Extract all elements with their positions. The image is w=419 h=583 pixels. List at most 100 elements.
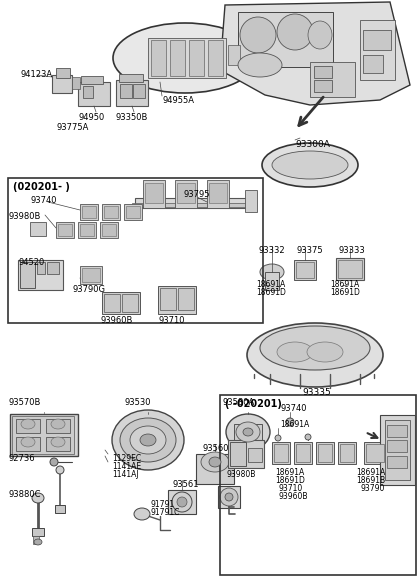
Bar — [104, 294, 120, 312]
Bar — [387, 425, 407, 437]
Text: 93333: 93333 — [338, 246, 365, 255]
Bar — [272, 442, 290, 464]
Bar — [220, 395, 416, 575]
Text: 93960B: 93960B — [278, 492, 308, 501]
Bar — [148, 38, 226, 78]
Bar — [55, 505, 65, 513]
Ellipse shape — [130, 426, 166, 454]
Bar — [78, 82, 110, 106]
Bar — [360, 20, 395, 80]
Text: 93795: 93795 — [183, 190, 210, 199]
Bar — [207, 180, 229, 208]
Bar — [104, 206, 118, 218]
Text: 18691D: 18691D — [330, 288, 360, 297]
Bar — [234, 424, 262, 446]
Text: 93561: 93561 — [172, 480, 199, 489]
Ellipse shape — [201, 452, 229, 472]
Bar — [47, 262, 59, 274]
Bar — [18, 260, 63, 290]
Bar — [208, 40, 223, 76]
Ellipse shape — [308, 21, 332, 49]
Bar — [245, 190, 257, 212]
Text: 94520: 94520 — [18, 258, 44, 267]
Bar — [10, 414, 78, 456]
Text: 93332: 93332 — [258, 246, 285, 255]
Bar — [83, 86, 93, 98]
Text: 92736: 92736 — [8, 454, 35, 463]
Text: 93570B: 93570B — [8, 398, 40, 407]
Text: 1129EC: 1129EC — [112, 454, 141, 463]
Bar — [32, 528, 44, 536]
Bar — [46, 437, 70, 451]
Ellipse shape — [51, 419, 65, 429]
Text: 91791: 91791 — [150, 500, 174, 509]
Ellipse shape — [272, 151, 348, 179]
Bar — [209, 183, 227, 203]
Bar — [364, 442, 386, 464]
Text: 93790G: 93790G — [72, 285, 105, 294]
Ellipse shape — [172, 492, 192, 512]
Bar — [387, 440, 407, 452]
Bar — [160, 288, 176, 310]
Bar — [102, 224, 116, 236]
Bar — [265, 272, 279, 290]
Bar — [133, 84, 145, 98]
Bar — [12, 416, 74, 454]
Ellipse shape — [286, 418, 294, 426]
Bar — [274, 444, 288, 462]
Bar — [238, 12, 333, 67]
Bar — [135, 198, 250, 208]
Ellipse shape — [305, 434, 311, 440]
Ellipse shape — [32, 493, 44, 503]
Ellipse shape — [113, 23, 257, 93]
Text: 93375: 93375 — [296, 246, 323, 255]
Ellipse shape — [307, 342, 343, 362]
Ellipse shape — [262, 143, 358, 187]
Bar — [336, 258, 364, 280]
Bar — [72, 77, 80, 89]
Bar — [228, 440, 264, 468]
Text: 18691A: 18691A — [330, 280, 359, 289]
Bar — [338, 442, 356, 464]
Text: ( -020201): ( -020201) — [225, 399, 282, 409]
Bar — [33, 536, 39, 544]
Text: 18691A: 18691A — [256, 280, 285, 289]
Bar — [296, 262, 314, 278]
Text: 93560: 93560 — [202, 444, 228, 453]
Bar — [102, 292, 140, 314]
Text: 18691B: 18691B — [356, 476, 385, 485]
Bar — [310, 62, 355, 97]
Ellipse shape — [140, 434, 156, 446]
Text: 93740: 93740 — [280, 404, 307, 413]
Bar — [387, 456, 407, 468]
Bar — [56, 222, 74, 238]
Bar — [189, 40, 204, 76]
Bar — [294, 260, 316, 280]
Bar — [366, 444, 384, 462]
Text: 18691A: 18691A — [280, 420, 309, 429]
Bar — [80, 204, 98, 220]
Text: 18691D: 18691D — [256, 288, 286, 297]
Bar — [100, 222, 118, 238]
Text: 93880C: 93880C — [8, 490, 41, 499]
Text: 18691A: 18691A — [275, 468, 304, 477]
Text: 1141AJ: 1141AJ — [112, 470, 139, 479]
Bar — [314, 66, 332, 78]
Text: 93960B: 93960B — [100, 316, 132, 325]
Text: 18691A: 18691A — [356, 468, 385, 477]
Bar — [178, 288, 194, 310]
Bar — [82, 268, 100, 282]
Ellipse shape — [243, 428, 253, 436]
Ellipse shape — [120, 418, 176, 462]
Text: 93790: 93790 — [360, 484, 384, 493]
Bar — [385, 420, 410, 480]
Bar — [81, 76, 103, 84]
Bar — [177, 183, 195, 203]
Bar — [196, 454, 234, 484]
Bar — [8, 178, 263, 323]
Bar — [116, 80, 148, 106]
Bar — [80, 224, 94, 236]
Text: 93980B: 93980B — [8, 212, 40, 221]
Ellipse shape — [240, 17, 276, 53]
Text: 93980B: 93980B — [226, 470, 255, 479]
